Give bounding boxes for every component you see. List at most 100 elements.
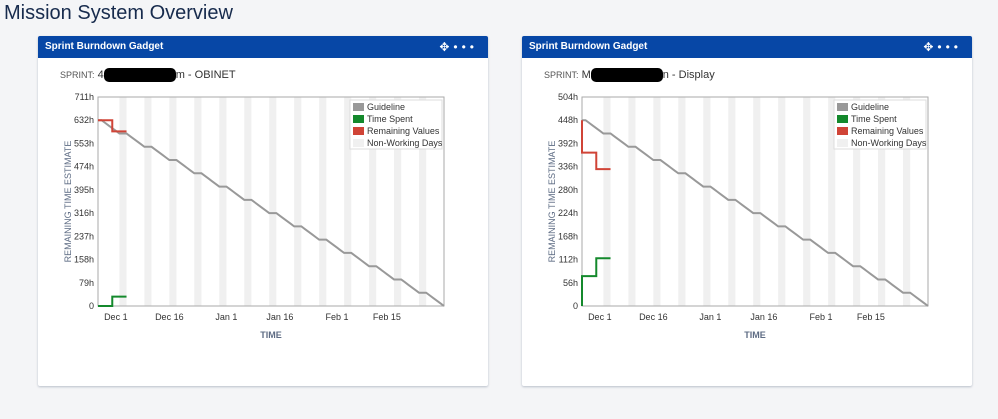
y-tick-label: 711h bbox=[75, 92, 94, 102]
x-tick-label: Jan 16 bbox=[750, 312, 777, 322]
legend-box bbox=[349, 99, 443, 150]
y-axis-label: REMAINING TIME ESTIMATE bbox=[63, 141, 73, 263]
non-working-day bbox=[394, 97, 402, 306]
y-tick-label: 158h bbox=[74, 255, 94, 265]
y-tick-label: 280h bbox=[558, 185, 578, 195]
x-tick-label: Dec 16 bbox=[155, 312, 184, 322]
x-tick-label: Jan 1 bbox=[699, 312, 721, 322]
legend-label: Non-Working Days bbox=[851, 138, 927, 148]
legend-swatch bbox=[353, 139, 364, 147]
y-tick-label: 395h bbox=[74, 185, 94, 195]
x-tick-label: Dec 16 bbox=[639, 312, 668, 322]
y-tick-label: 316h bbox=[74, 208, 94, 218]
legend-swatch bbox=[353, 127, 364, 135]
non-working-day bbox=[628, 97, 636, 306]
legend-label: Time Spent bbox=[367, 114, 413, 124]
gadget-title: Sprint Burndown Gadget bbox=[45, 41, 164, 52]
gadget-header: Sprint Burndown Gadget ✥••• bbox=[38, 36, 488, 58]
burndown-chart: 0 79h 158h 237h 316h 395h 474h 553h 632h 711h Dec … bbox=[63, 92, 445, 340]
legend-swatch bbox=[837, 103, 848, 111]
non-working-day bbox=[653, 97, 661, 306]
time-spent-line bbox=[98, 295, 127, 307]
legend-swatch bbox=[353, 103, 364, 111]
y-tick-label: 336h bbox=[558, 162, 578, 172]
legend-label: Remaining Values bbox=[851, 126, 924, 136]
more-icon[interactable]: ••• bbox=[453, 40, 478, 54]
x-tick-label: Dec 1 bbox=[588, 312, 612, 322]
y-tick-label: 632h bbox=[74, 115, 94, 125]
time-spent-line bbox=[581, 257, 611, 306]
non-working-day bbox=[269, 97, 277, 306]
plot-area bbox=[581, 96, 929, 307]
page-title: Mission System Overview bbox=[4, 2, 233, 24]
non-working-day bbox=[419, 97, 427, 306]
legend-label: Non-Working Days bbox=[367, 138, 443, 148]
more-icon[interactable]: ••• bbox=[937, 40, 962, 54]
non-working-day bbox=[603, 97, 611, 306]
non-working-day bbox=[703, 97, 711, 306]
legend-label: Guideline bbox=[367, 102, 405, 112]
y-tick-label: 112h bbox=[559, 255, 578, 265]
non-working-day bbox=[144, 97, 152, 306]
y-tick-label: 448h bbox=[558, 115, 578, 125]
burndown-chart: 0 56h 112h 168h 224h 280h 336h 392h 448h 504h Dec … bbox=[547, 92, 929, 340]
non-working-day bbox=[294, 97, 302, 306]
y-tick-label: 56h bbox=[563, 278, 578, 288]
legend-box bbox=[833, 99, 927, 150]
non-working-day bbox=[369, 97, 377, 306]
legend-swatch bbox=[837, 115, 848, 123]
x-tick-label: Feb 15 bbox=[373, 312, 401, 322]
non-working-day bbox=[194, 97, 202, 306]
remaining-values-line bbox=[98, 119, 127, 133]
non-working-day bbox=[878, 97, 886, 306]
legend-label: Remaining Values bbox=[367, 126, 440, 136]
non-working-day bbox=[244, 97, 252, 306]
legend-swatch bbox=[837, 139, 848, 147]
legend-swatch bbox=[353, 115, 364, 123]
redaction bbox=[590, 68, 663, 82]
x-tick-label: Feb 15 bbox=[857, 312, 885, 322]
y-axis-label: REMAINING TIME ESTIMATE bbox=[547, 141, 557, 263]
y-tick-label: 474h bbox=[74, 162, 94, 172]
remaining-values-line bbox=[581, 120, 611, 171]
x-tick-label: Feb 1 bbox=[809, 312, 832, 322]
y-tick-label: 168h bbox=[558, 231, 578, 241]
non-working-day bbox=[319, 97, 327, 306]
gadget-title: Sprint Burndown Gadget bbox=[529, 41, 648, 52]
y-tick-label: 392h bbox=[558, 138, 578, 148]
y-tick-label: 224h bbox=[558, 208, 578, 218]
y-tick-label: 553h bbox=[74, 138, 94, 148]
non-working-day bbox=[219, 97, 227, 306]
x-tick-label: Jan 1 bbox=[215, 312, 237, 322]
non-working-day bbox=[119, 97, 127, 306]
move-icon[interactable]: ✥ bbox=[439, 40, 454, 54]
x-tick-label: Feb 1 bbox=[325, 312, 348, 322]
legend-swatch bbox=[837, 127, 848, 135]
y-tick-label: 504h bbox=[558, 92, 578, 102]
non-working-day bbox=[753, 97, 761, 306]
guideline-line bbox=[582, 119, 929, 307]
non-working-day bbox=[169, 97, 177, 306]
x-tick-label: Jan 16 bbox=[266, 312, 293, 322]
non-working-day bbox=[828, 97, 836, 306]
y-tick-label: 79h bbox=[79, 278, 94, 288]
guideline-line bbox=[98, 119, 445, 307]
y-tick-label: 0 bbox=[573, 301, 578, 311]
non-working-day bbox=[853, 97, 861, 306]
move-icon[interactable]: ✥ bbox=[923, 40, 938, 54]
plot-area bbox=[97, 96, 445, 307]
non-working-day bbox=[728, 97, 736, 306]
non-working-day bbox=[903, 97, 911, 306]
non-working-day bbox=[678, 97, 686, 306]
y-tick-label: 237h bbox=[74, 231, 94, 241]
x-tick-label: Dec 1 bbox=[104, 312, 128, 322]
redaction bbox=[103, 68, 176, 82]
gadget-header: Sprint Burndown Gadget ✥••• bbox=[522, 36, 972, 58]
non-working-day bbox=[778, 97, 786, 306]
x-axis-label: TIME bbox=[744, 330, 766, 340]
y-tick-label: 0 bbox=[89, 301, 94, 311]
